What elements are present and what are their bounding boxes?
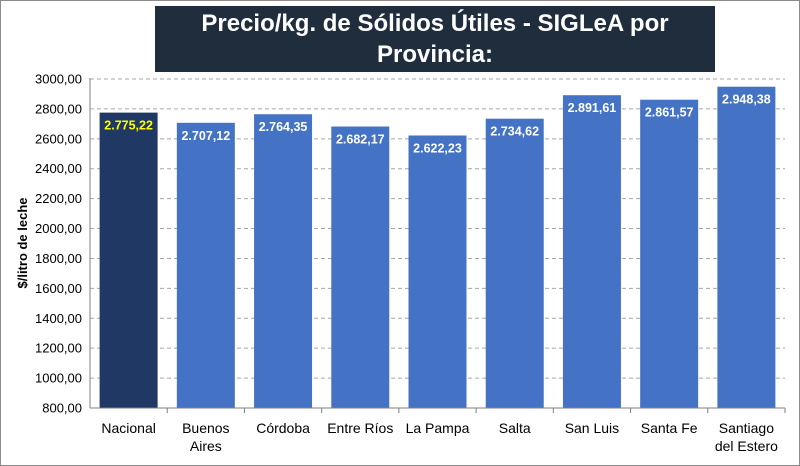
data-label: 2.775,22 bbox=[104, 119, 153, 133]
x-category-label: Nacional bbox=[101, 420, 155, 436]
bar-6 bbox=[562, 95, 621, 408]
y-tick-label: 1800,00 bbox=[35, 251, 82, 266]
x-category-label-line: Salta bbox=[499, 420, 531, 436]
bar-7 bbox=[640, 99, 699, 409]
data-label: 2.861,57 bbox=[645, 106, 694, 120]
x-category-label-line: Santiago bbox=[719, 420, 774, 436]
chart-title: Precio/kg. de Sólidos Útiles - SIGLeA po… bbox=[155, 6, 715, 99]
x-category-label-line: Buenos bbox=[182, 420, 229, 436]
data-label: 2.682,17 bbox=[336, 133, 385, 147]
x-category-label: Entre Ríos bbox=[327, 420, 393, 436]
data-label: 2.891,61 bbox=[568, 101, 617, 115]
x-category-label-line: Aires bbox=[190, 438, 222, 454]
y-tick-label: 1200,00 bbox=[35, 341, 82, 356]
data-label: 2.707,12 bbox=[181, 129, 230, 143]
x-category-label-line: del Estero bbox=[715, 438, 778, 454]
axis-layer: 800,00 1000,00 1200,00 1400,00 1600,00 1800,0… bbox=[35, 72, 786, 454]
x-category-label-line: La Pampa bbox=[406, 420, 470, 436]
bar-8 bbox=[717, 86, 776, 408]
x-category-label-line: Santa Fe bbox=[641, 420, 698, 436]
y-tick-label: 1000,00 bbox=[35, 371, 82, 386]
y-tick-label: 2800,00 bbox=[35, 101, 82, 116]
bar-0 bbox=[99, 112, 158, 408]
x-category-label: Córdoba bbox=[256, 420, 310, 436]
data-label: 2.734,62 bbox=[490, 125, 539, 139]
x-category-label: Buenos Aires bbox=[182, 420, 229, 454]
y-tick-label: 2200,00 bbox=[35, 191, 82, 206]
data-label: 2.764,35 bbox=[259, 120, 308, 134]
y-tick-label: 1600,00 bbox=[35, 281, 82, 296]
data-label: 2.622,23 bbox=[413, 141, 462, 155]
y-tick-label: 1400,00 bbox=[35, 311, 82, 326]
x-category-label-line: Córdoba bbox=[256, 420, 310, 436]
y-tick-label: 800,00 bbox=[42, 401, 82, 416]
bar-4 bbox=[408, 135, 467, 409]
x-category-label: La Pampa bbox=[406, 420, 470, 436]
x-category-label-line: Entre Ríos bbox=[327, 420, 393, 436]
bar-1 bbox=[176, 122, 235, 408]
y-tick-label: 3000,00 bbox=[35, 72, 82, 87]
y-tick-label: 2600,00 bbox=[35, 131, 82, 146]
x-category-label: Salta bbox=[499, 420, 531, 436]
y-tick-label: 2000,00 bbox=[35, 221, 82, 236]
y-axis-title: $/litro de leche bbox=[15, 197, 30, 288]
data-label: 2.948,38 bbox=[722, 93, 771, 107]
bar-3 bbox=[331, 126, 390, 408]
bar-2 bbox=[254, 114, 313, 408]
x-category-label-line: San Luis bbox=[565, 420, 619, 436]
chart-title-line-2: diciembre 2023 bbox=[348, 72, 522, 99]
x-category-label: Santiago del Estero bbox=[715, 420, 778, 454]
bar-layer: 2.775,22 2.707,12 2.764,35 2.682,17 2.622,23… bbox=[99, 86, 776, 409]
y-tick-label: 2400,00 bbox=[35, 161, 82, 176]
bar-5 bbox=[485, 118, 544, 408]
chart-title-line-1: Precio/kg. de Sólidos Útiles - SIGLeA po… bbox=[201, 10, 669, 68]
x-category-label-line: Nacional bbox=[101, 420, 155, 436]
x-category-label: San Luis bbox=[565, 420, 619, 436]
x-category-label: Santa Fe bbox=[641, 420, 698, 436]
